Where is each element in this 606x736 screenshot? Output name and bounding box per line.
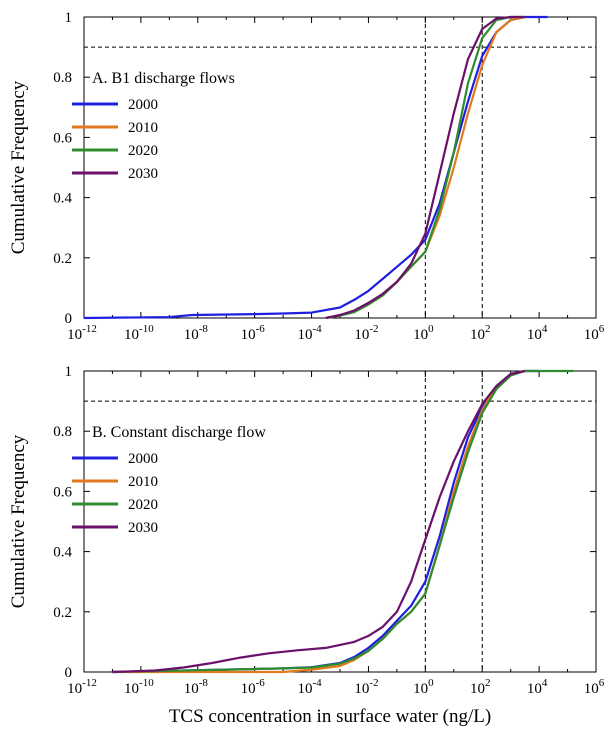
panel-b-x-tick-label: 10-2: [354, 677, 378, 697]
panel-a-x-tick-label: 10-10: [124, 323, 154, 343]
panel-a-x-tick-label: 104: [527, 323, 548, 343]
panel-b-y-axis-label: Cumulative Frequency: [8, 434, 29, 608]
panel-a: 0 0.2 0.4 0.6 0.8 1 10-12 10-10 10-8 10-6 10-4 10-2…: [8, 10, 605, 343]
panel-b-y-tick-label: 1: [65, 364, 73, 380]
panel-a-y-tick-label: 1: [65, 10, 73, 26]
panel-a-series-line-2000: [83, 15, 548, 320]
panel-a-x-tick-label: 106: [584, 323, 605, 343]
panel-b-legend-label-2000: 2000: [128, 451, 158, 467]
panel-b-series-line-2030: [112, 369, 526, 674]
panel-b-series-line-2010: [112, 369, 526, 674]
panel-b-x-tick-label: 102: [470, 677, 491, 697]
panel-b-x-tick-label: 10-10: [124, 677, 154, 697]
panel-a-x-tick-label: 10-8: [184, 323, 209, 343]
panel-b: 0 0.2 0.4 0.6 0.8 1 10-12 10-10 10-8 10-6 10-4 10-2…: [8, 364, 605, 697]
x-axis-label: TCS concentration in surface water (ng/L…: [169, 706, 491, 727]
panel-b-y-tick-label: 0.8: [53, 424, 72, 440]
panel-a-plot-frame: [83, 16, 597, 319]
panel-a-series-line-2030: [325, 15, 525, 320]
panel-a-y-tick-label: 0.2: [53, 251, 72, 267]
panel-a-x-tick-label: 100: [413, 323, 434, 343]
panel-b-x-tick-label: 100: [413, 677, 434, 697]
panel-b-y-tick-label: 0: [65, 665, 73, 681]
panel-a-legend-label-2000: 2000: [128, 97, 158, 113]
panel-b-y-tick-label: 0.6: [53, 484, 72, 500]
panel-b-x-tick-label: 106: [584, 677, 605, 697]
panel-b-legend-label-2010: 2010: [128, 474, 158, 490]
panel-a-series-line-2020: [325, 15, 525, 320]
panel-b-x-tick-label: 10-8: [184, 677, 209, 697]
panel-a-x-tick-label: 102: [470, 323, 491, 343]
panel-a-y-axis-label: Cumulative Frequency: [8, 80, 29, 254]
panel-a-y-tick-label: 0: [65, 311, 73, 327]
panel-b-x-tick-label: 10-6: [241, 677, 266, 697]
panel-a-legend-label-2020: 2020: [128, 143, 158, 159]
panel-b-title: B. Constant discharge flow: [92, 424, 266, 441]
panel-a-x-tick-label: 10-6: [241, 323, 266, 343]
panel-a-x-tick-label: 10-2: [354, 323, 378, 343]
panel-a-legend-label-2030: 2030: [128, 166, 158, 182]
panel-a-y-tick-label: 0.6: [53, 130, 72, 146]
panel-a-x-tick-label: 10-12: [67, 323, 97, 343]
panel-b-plot-frame: [83, 370, 597, 673]
panel-b-x-tick-label: 10-12: [67, 677, 97, 697]
panel-b-y-tick-label: 0.4: [53, 545, 72, 561]
panel-b-x-tick-label: 104: [527, 677, 548, 697]
panel-b-legend-label-2020: 2020: [128, 497, 158, 513]
panel-b-y-tick-label: 0.2: [53, 605, 72, 621]
panel-b-x-tick-label: 10-4: [297, 677, 322, 697]
panel-b-legend-label-2030: 2030: [128, 520, 158, 536]
panel-b-series-line-2020: [112, 369, 574, 674]
panel-a-x-tick-label: 10-4: [297, 323, 322, 343]
panel-a-legend-label-2010: 2010: [128, 120, 158, 136]
panel-a-y-tick-label: 0.8: [53, 70, 72, 86]
panel-a-title: A. B1 discharge flows: [92, 70, 235, 87]
panel-a-y-tick-label: 0.4: [53, 191, 72, 207]
